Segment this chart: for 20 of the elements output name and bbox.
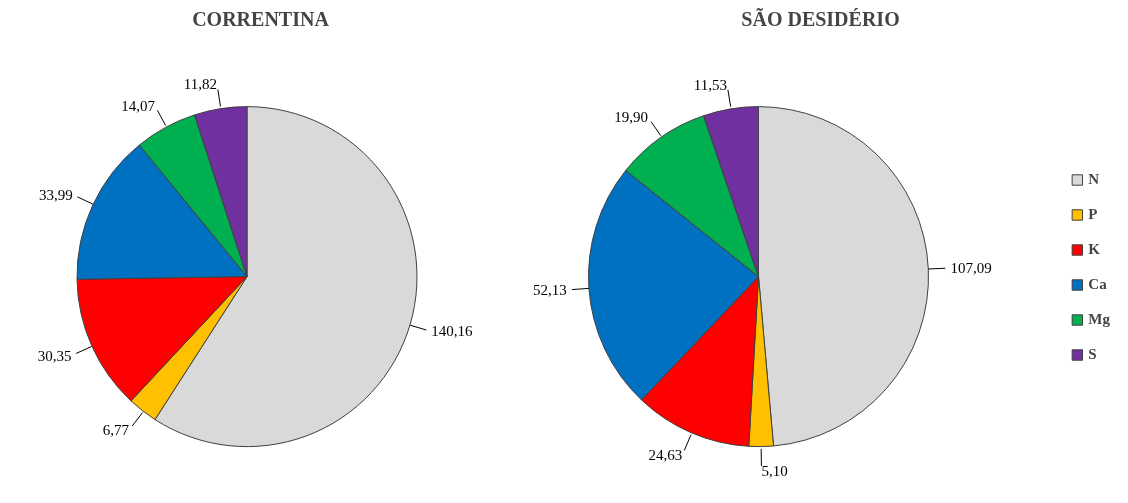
data-label: 5,10 (761, 463, 788, 480)
legend-label: Mg (1088, 311, 1110, 328)
data-label: 6,77 (102, 422, 130, 439)
data-label: 11,82 (183, 76, 218, 93)
data-label: 107,09 (950, 260, 992, 277)
data-label: 52,13 (533, 281, 567, 298)
data-label: 30,35 (37, 347, 72, 364)
data-label: 14,07 (121, 97, 156, 114)
legend-label: K (1088, 241, 1101, 258)
chart-title: SÃO DESIDÉRIO (741, 7, 900, 30)
legend-label: S (1088, 346, 1098, 363)
legend-label: N (1088, 171, 1101, 188)
data-label: 19,90 (614, 109, 649, 126)
legend-label: P (1088, 206, 1099, 223)
data-label: 11,53 (693, 76, 728, 93)
legend-label: Ca (1088, 276, 1108, 293)
data-label: 24,63 (648, 447, 683, 464)
data-label: 140,16 (431, 323, 474, 340)
chart-title: CORRENTINA (192, 7, 330, 30)
data-label: 33,99 (39, 186, 73, 203)
